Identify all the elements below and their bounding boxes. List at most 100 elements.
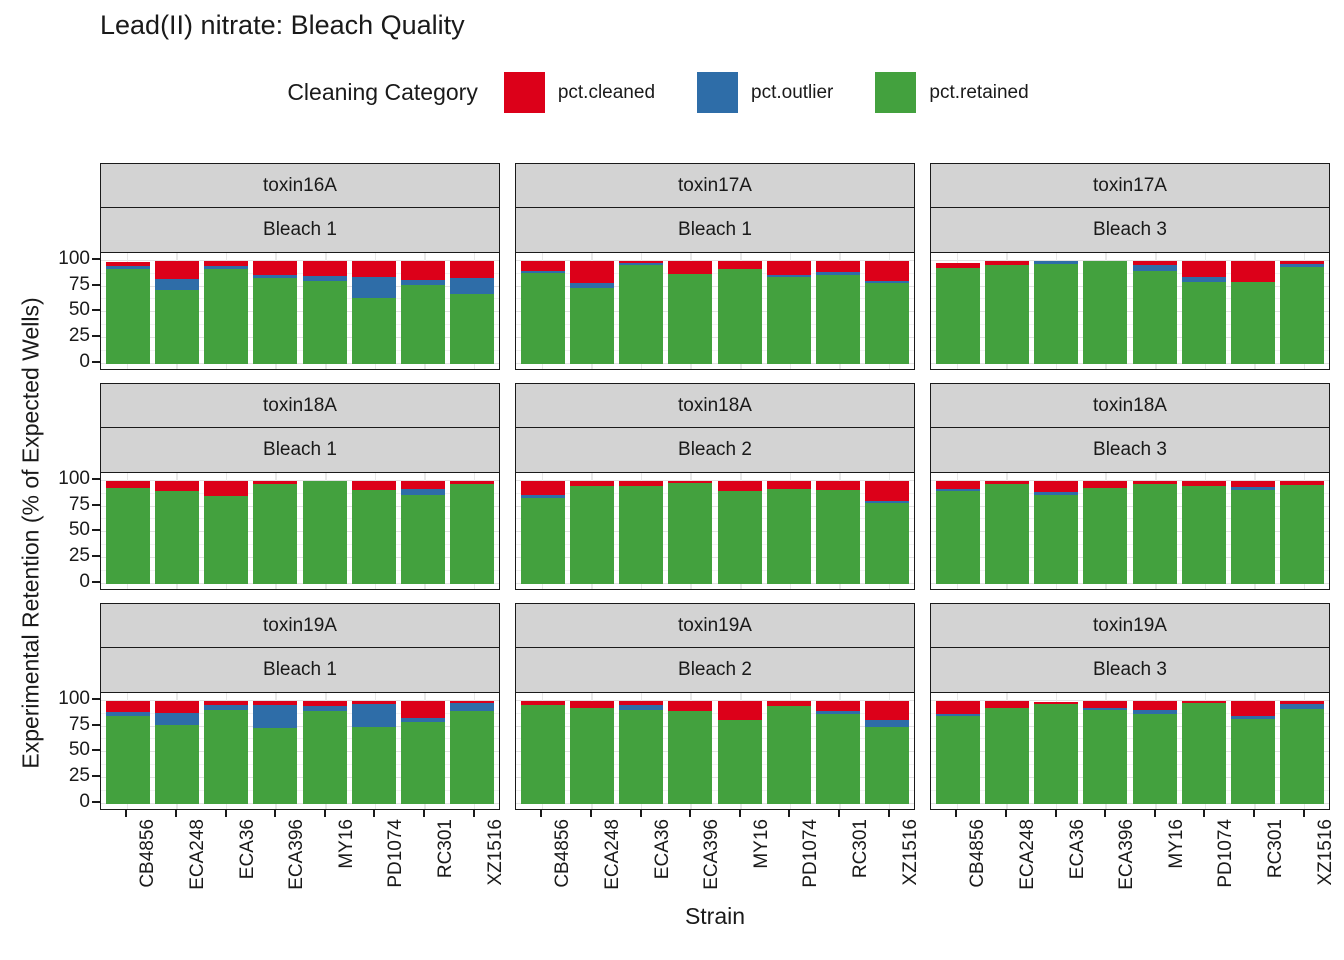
bar-segment-pct-outlier [1034, 260, 1079, 264]
bar-segment-pct-outlier [619, 262, 664, 265]
legend-item-label: pct.cleaned [557, 81, 656, 103]
bar-segment-pct-retained [1083, 488, 1128, 584]
bar-segment-pct-retained [985, 264, 1030, 364]
x-tick-label-CB4856: CB4856 [552, 818, 574, 888]
facet-strip-toxin: toxin19A [930, 603, 1330, 649]
bar-segment-pct-retained [1230, 490, 1275, 584]
stacked-bar-PD1074 [351, 260, 396, 364]
bar-segment-pct-cleaned [570, 260, 615, 284]
bar-segment-pct-retained [1279, 709, 1324, 804]
bar-segment-pct-retained [400, 722, 445, 804]
bar-segment-pct-cleaned [570, 480, 615, 486]
y-tick-mark [92, 529, 100, 532]
x-tick-label-ECA248: ECA248 [1017, 818, 1038, 890]
gridline-major [101, 777, 499, 779]
facet-strip-bleach: Bleach 1 [100, 207, 500, 254]
stacked-bar-ECA396 [1083, 260, 1128, 364]
stacked-bar-RC301 [815, 700, 860, 804]
bar-segment-pct-retained [204, 496, 249, 584]
y-tick-mark [92, 580, 100, 583]
x-tick-mark [274, 809, 277, 817]
gridline-major [931, 582, 1329, 584]
y-tick-label: 75 [68, 493, 90, 515]
bar-segment-pct-outlier [400, 489, 445, 496]
bar-segment-pct-cleaned [766, 260, 811, 276]
bar-segment-pct-cleaned [521, 260, 566, 272]
legend-item-pct-outlier: pct.outlier [697, 72, 833, 113]
y-tick-label: 25 [68, 545, 90, 567]
y-tick-label: 100 [58, 247, 90, 269]
stacked-bar-ECA36 [1034, 480, 1079, 584]
gridline-major [101, 362, 499, 364]
facet-strip-toxin: toxin19A [100, 603, 500, 649]
bar-segment-pct-cleaned [351, 260, 396, 278]
bar-segment-pct-outlier [1132, 710, 1177, 715]
stacked-bar-XZ1516 [864, 700, 909, 804]
x-tick-mark [1153, 809, 1156, 817]
gridline-minor [516, 272, 914, 274]
bar-segment-pct-retained [570, 708, 615, 804]
bar-segment-pct-retained [570, 287, 615, 364]
bar-segment-pct-outlier [570, 283, 615, 288]
stacked-bar-MY16 [717, 480, 762, 584]
gridline-minor [101, 738, 499, 740]
bar-segment-pct-cleaned [351, 480, 396, 491]
bar-segment-pct-outlier [815, 711, 860, 715]
x-tick-label-XZ1516: XZ1516 [899, 818, 921, 886]
facet-panel [930, 471, 1330, 590]
facet-panel [100, 251, 500, 370]
y-tick-mark [92, 749, 100, 752]
gridline-minor [931, 738, 1329, 740]
bar-segment-pct-cleaned [204, 480, 249, 497]
x-tick-mark [738, 809, 741, 817]
x-tick-label-PD1074: PD1074 [385, 818, 407, 888]
stacked-bar-ECA248 [155, 480, 200, 584]
y-tick-label: 75 [68, 273, 90, 295]
bar-segment-pct-cleaned [766, 700, 811, 706]
x-tick-label-CB4856: CB4856 [967, 818, 989, 888]
gridline-minor [101, 544, 499, 546]
x-tick-label-ECA396: ECA396 [1116, 818, 1138, 890]
facet-panel [930, 251, 1330, 370]
bar-segment-pct-retained [1132, 483, 1177, 584]
stacked-bar-RC301 [400, 700, 445, 804]
gridline-major [931, 531, 1329, 533]
bar-segment-pct-retained [106, 488, 151, 584]
bar-segment-pct-retained [570, 485, 615, 584]
stacked-bar-CB4856 [106, 261, 151, 364]
stacked-bar-PD1074 [1181, 480, 1226, 584]
x-tick-label-ECA36: ECA36 [1066, 818, 1088, 879]
bar-segment-pct-cleaned [717, 480, 762, 492]
bar-segment-pct-retained [1181, 485, 1226, 584]
bar-segment-pct-retained [668, 711, 713, 804]
gridline-minor [101, 272, 499, 274]
x-tick-label-RC301: RC301 [850, 818, 871, 878]
bar-segment-pct-cleaned [302, 260, 347, 277]
stacked-bar-CB4856 [936, 262, 981, 364]
facet-strip-toxin: toxin16A [100, 163, 500, 209]
bar-segment-pct-cleaned [936, 480, 981, 490]
y-tick-mark [92, 697, 100, 700]
gridline-major [931, 311, 1329, 313]
gridline-minor [101, 712, 499, 714]
bar-segment-pct-outlier [253, 704, 298, 728]
stacked-bar-ECA396 [253, 260, 298, 364]
bar-segment-pct-retained [864, 503, 909, 584]
stacked-bar-ECA36 [619, 480, 664, 584]
x-tick-label-XZ1516: XZ1516 [484, 818, 506, 886]
gridline-major [101, 557, 499, 559]
bar-segment-pct-cleaned [570, 700, 615, 709]
gridline-minor [516, 349, 914, 351]
legend-title: Cleaning Category [287, 79, 478, 105]
bar-segment-pct-retained [619, 710, 664, 804]
x-tick-mark [175, 809, 177, 817]
stacked-bar-ECA396 [253, 700, 298, 804]
facet-strip-bleach: Bleach 2 [515, 647, 915, 694]
x-tick-mark [373, 809, 376, 817]
stacked-bar-ECA248 [570, 260, 615, 364]
facet-strip-bleach: Bleach 3 [930, 427, 1330, 474]
gridline-major [101, 531, 499, 533]
bar-segment-pct-cleaned [400, 260, 445, 281]
bar-segment-pct-retained [1181, 702, 1226, 804]
